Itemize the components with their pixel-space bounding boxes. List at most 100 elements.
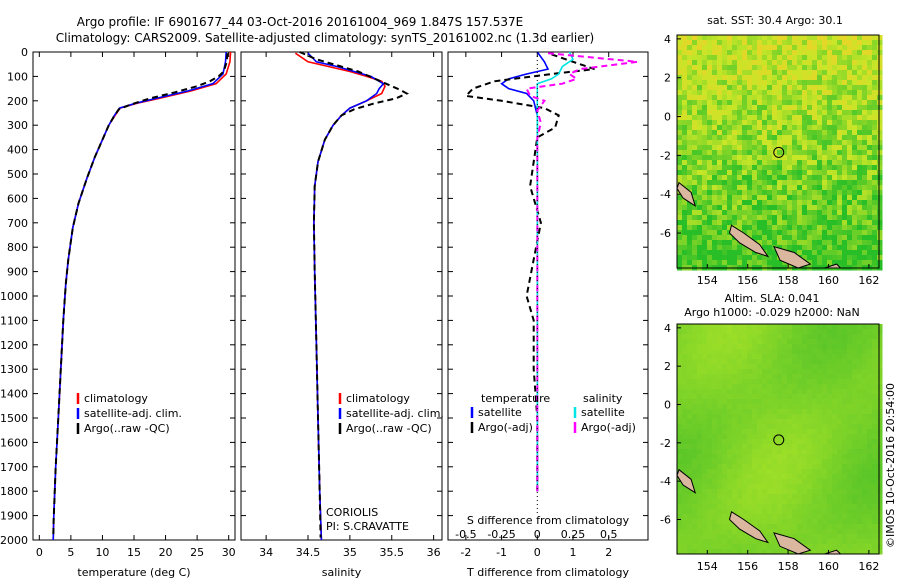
grid-cell: [842, 439, 848, 445]
grid-cell: [782, 235, 788, 241]
grid-cell: [757, 464, 763, 470]
grid-cell: [802, 135, 808, 141]
grid-cell: [837, 429, 843, 435]
grid-cell: [712, 374, 718, 380]
grid-cell: [762, 200, 768, 206]
grid-cell: [867, 250, 873, 256]
x-tick-label: 2: [605, 546, 612, 559]
grid-cell: [822, 50, 828, 56]
grid-cell: [797, 454, 803, 460]
grid-cell: [852, 65, 858, 71]
grid-cell: [707, 80, 713, 86]
grid-cell: [817, 539, 823, 545]
grid-cell: [852, 95, 858, 101]
grid-cell: [722, 509, 728, 515]
grid-cell: [872, 105, 878, 111]
grid-cell: [737, 534, 743, 540]
grid-cell: [732, 140, 738, 146]
grid-cell: [777, 499, 783, 505]
grid-cell: [797, 45, 803, 51]
grid-cell: [697, 399, 703, 405]
grid-cell: [797, 250, 803, 256]
grid-cell: [807, 165, 813, 171]
grid-cell: [737, 364, 743, 370]
grid-cell: [797, 185, 803, 191]
grid-cell: [757, 339, 763, 345]
grid-cell: [782, 150, 788, 156]
grid-cell: [742, 150, 748, 156]
grid-cell: [852, 509, 858, 515]
grid-cell: [847, 384, 853, 390]
grid-cell: [812, 399, 818, 405]
grid-cell: [812, 334, 818, 340]
grid-cell: [737, 115, 743, 121]
grid-cell: [747, 379, 753, 385]
grid-cell: [802, 344, 808, 350]
grid-cell: [727, 444, 733, 450]
grid-cell: [702, 120, 708, 126]
grid-cell: [797, 205, 803, 211]
grid-cell: [677, 414, 683, 420]
grid-cell: [717, 155, 723, 161]
grid-cell: [777, 105, 783, 111]
grid-cell: [737, 245, 743, 251]
grid-cell: [692, 80, 698, 86]
grid-cell: [777, 120, 783, 126]
grid-cell: [762, 45, 768, 51]
grid-cell: [797, 384, 803, 390]
grid-cell: [872, 80, 878, 86]
grid-cell: [852, 504, 858, 510]
grid-cell: [842, 359, 848, 365]
grid-cell: [827, 424, 833, 430]
grid-cell: [807, 190, 813, 196]
grid-cell: [847, 349, 853, 355]
grid-cell: [732, 489, 738, 495]
grid-cell: [692, 165, 698, 171]
grid-cell: [702, 90, 708, 96]
grid-cell: [717, 245, 723, 251]
grid-cell: [792, 85, 798, 91]
grid-cell: [867, 50, 873, 56]
grid-cell: [877, 105, 883, 111]
grid-cell: [737, 549, 743, 555]
grid-cell: [777, 225, 783, 231]
grid-cell: [737, 404, 743, 410]
grid-cell: [722, 55, 728, 61]
grid-cell: [802, 185, 808, 191]
grid-cell: [732, 494, 738, 500]
grid-cell: [867, 215, 873, 221]
grid-cell: [872, 449, 878, 455]
grid-cell: [732, 379, 738, 385]
grid-cell: [822, 240, 828, 246]
grid-cell: [737, 454, 743, 460]
grid-cell: [812, 489, 818, 495]
grid-cell: [727, 45, 733, 51]
x-tick-label: 0: [36, 546, 43, 559]
grid-cell: [712, 230, 718, 236]
map-frame: [676, 323, 880, 555]
grid-cell: [807, 429, 813, 435]
grid-cell: [797, 85, 803, 91]
y-tick-label: -4: [660, 188, 671, 201]
grid-cell: [787, 185, 793, 191]
grid-cell: [807, 404, 813, 410]
grid-cell: [742, 549, 748, 555]
grid-cell: [707, 260, 713, 266]
grid-cell: [697, 75, 703, 81]
grid-cell: [832, 354, 838, 360]
grid-cell: [802, 85, 808, 91]
grid-cell: [827, 220, 833, 226]
grid-cell: [757, 494, 763, 500]
grid-cell: [827, 55, 833, 61]
grid-cell: [837, 414, 843, 420]
grid-cell: [807, 70, 813, 76]
grid-cell: [727, 324, 733, 330]
grid-cell: [702, 220, 708, 226]
grid-cell: [762, 65, 768, 71]
grid-cell: [777, 469, 783, 475]
grid-cell: [677, 364, 683, 370]
grid-cell: [767, 524, 773, 530]
grid-cell: [777, 45, 783, 51]
grid-cell: [807, 230, 813, 236]
grid-cell: [787, 529, 793, 535]
